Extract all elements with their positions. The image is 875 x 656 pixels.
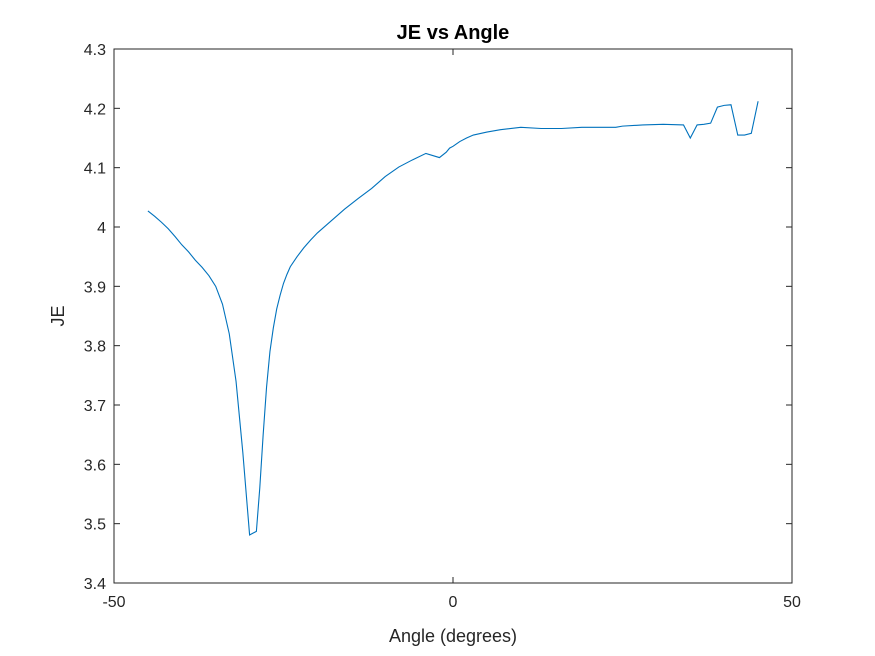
axis-ticks [113, 48, 793, 584]
x-axis-label: Angle (degrees) [389, 626, 517, 646]
y-tick-label: 4.3 [84, 42, 106, 59]
y-tick-label: 3.8 [84, 339, 106, 356]
x-tick-label: -50 [102, 594, 125, 611]
y-tick-label: 3.4 [84, 576, 106, 593]
y-tick-label: 3.7 [84, 398, 106, 415]
plot-area [113, 48, 793, 584]
x-tick-label: 0 [449, 594, 458, 611]
y-tick-label: 3.6 [84, 457, 106, 474]
y-tick-label: 4.2 [84, 101, 106, 118]
axis-tick-labels: -50 0 50 3.4 3.5 3.6 3.7 3.8 3.9 4 4.1 4.2 4.3 [84, 42, 801, 611]
y-tick-label: 4 [97, 220, 106, 237]
chart-title: JE vs Angle [397, 22, 510, 44]
y-axis-label: JE [48, 305, 68, 326]
y-tick-label: 4.1 [84, 161, 106, 178]
y-tick-label: 3.9 [84, 279, 106, 296]
y-tick-label: 3.5 [84, 517, 106, 534]
series-line [147, 101, 759, 536]
x-tick-label: 50 [783, 594, 801, 611]
